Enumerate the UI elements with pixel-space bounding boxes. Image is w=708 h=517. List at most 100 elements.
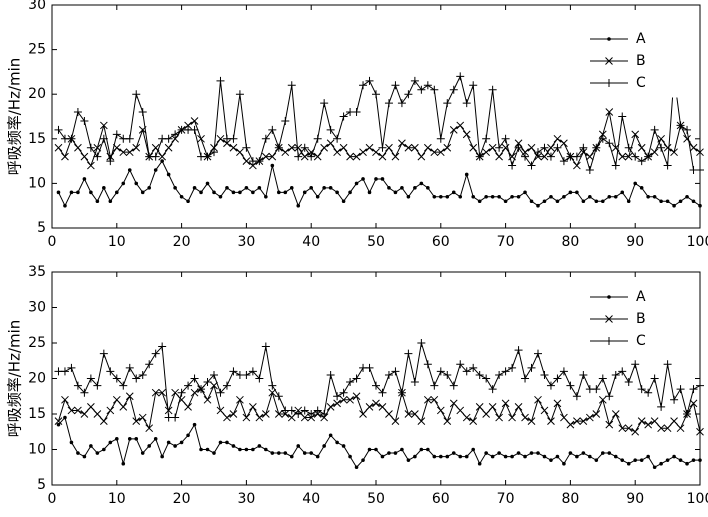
marker-plus (534, 148, 542, 156)
marker-dot (563, 462, 566, 465)
marker-plus (437, 367, 445, 375)
x-tick-label: 100 (687, 234, 708, 250)
legend-label: A (636, 31, 646, 47)
marker-plus (385, 371, 393, 379)
marker-x (392, 153, 399, 160)
marker-plus (340, 389, 348, 397)
marker-dot (362, 459, 365, 462)
marker-dot (226, 187, 229, 190)
x-tick-label: 90 (626, 491, 644, 507)
marker-dot (472, 195, 475, 198)
marker-plus (191, 126, 199, 134)
marker-plus (294, 153, 302, 161)
marker-dot (77, 452, 80, 455)
marker-dot (323, 445, 326, 448)
marker-x (424, 144, 431, 151)
marker-dot (640, 459, 643, 462)
marker-plus (288, 406, 296, 414)
marker-dot (614, 455, 617, 458)
marker-dot (602, 200, 605, 203)
marker-plus (586, 166, 594, 174)
marker-plus (242, 144, 250, 152)
marker-dot (504, 200, 507, 203)
marker-plus (651, 126, 659, 134)
y-tick-label: 25 (28, 42, 46, 58)
marker-dot (271, 452, 274, 455)
marker-plus (378, 144, 386, 152)
marker-x (398, 140, 405, 147)
marker-plus (171, 414, 179, 422)
marker-plus (579, 144, 587, 152)
marker-x (74, 144, 81, 151)
marker-x (314, 153, 321, 160)
marker-plus (417, 339, 425, 347)
marker-x (360, 411, 367, 418)
marker-plus (599, 135, 607, 143)
marker-dot (116, 191, 119, 194)
marker-plus (521, 153, 529, 161)
marker-plus (696, 382, 704, 390)
marker-dot (440, 455, 443, 458)
marker-x (677, 425, 684, 432)
marker-dot (167, 173, 170, 176)
marker-dot (550, 195, 553, 198)
marker-x (606, 421, 613, 428)
marker-dot (297, 445, 300, 448)
marker-x (645, 421, 652, 428)
marker-x (483, 411, 490, 418)
marker-dot (245, 448, 248, 451)
marker-plus (605, 139, 613, 147)
marker-dot (608, 452, 611, 455)
subplot: 01020304050607080901005101520253035呼吸频率/… (6, 264, 708, 507)
marker-plus (456, 72, 464, 80)
marker-plus (366, 77, 374, 85)
y-tick-label: 30 (28, 0, 46, 13)
marker-dot (543, 455, 546, 458)
marker-dot (686, 195, 689, 198)
marker-dot (90, 445, 93, 448)
marker-dot (303, 191, 306, 194)
marker-dot (576, 191, 579, 194)
marker-plus (605, 392, 613, 400)
marker-x (515, 403, 522, 410)
marker-plus (262, 343, 270, 351)
marker-dot (459, 455, 462, 458)
marker-plus (495, 371, 503, 379)
marker-dot (278, 452, 281, 455)
marker-dot (57, 423, 60, 426)
marker-x (684, 135, 691, 142)
marker-dot (491, 195, 494, 198)
marker-plus (210, 148, 218, 156)
marker-dot (278, 191, 281, 194)
x-tick-label: 0 (48, 491, 57, 507)
marker-dot (336, 441, 339, 444)
marker-x (139, 414, 146, 421)
marker-plus (301, 144, 309, 152)
x-tick-label: 60 (432, 491, 450, 507)
marker-dot (576, 455, 579, 458)
marker-dot (465, 173, 468, 176)
marker-dot (206, 448, 209, 451)
marker-x (476, 403, 483, 410)
marker-dot (582, 452, 585, 455)
marker-x (535, 396, 542, 403)
marker-x (489, 403, 496, 410)
marker-dot (329, 434, 332, 437)
marker-dot (316, 455, 319, 458)
marker-dot (485, 195, 488, 198)
marker-x (528, 144, 535, 151)
marker-x (470, 418, 477, 425)
marker-plus (236, 90, 244, 98)
marker-dot (446, 195, 449, 198)
x-tick-label: 70 (497, 491, 515, 507)
marker-dot (128, 169, 131, 172)
marker-x (217, 407, 224, 414)
marker-x (243, 158, 250, 165)
legend-label: C (636, 333, 646, 349)
y-tick-label: 10 (28, 442, 46, 458)
marker-dot (174, 187, 177, 190)
marker-x (586, 414, 593, 421)
marker-x (560, 414, 567, 421)
marker-dot (401, 448, 404, 451)
marker-plus (113, 130, 121, 138)
